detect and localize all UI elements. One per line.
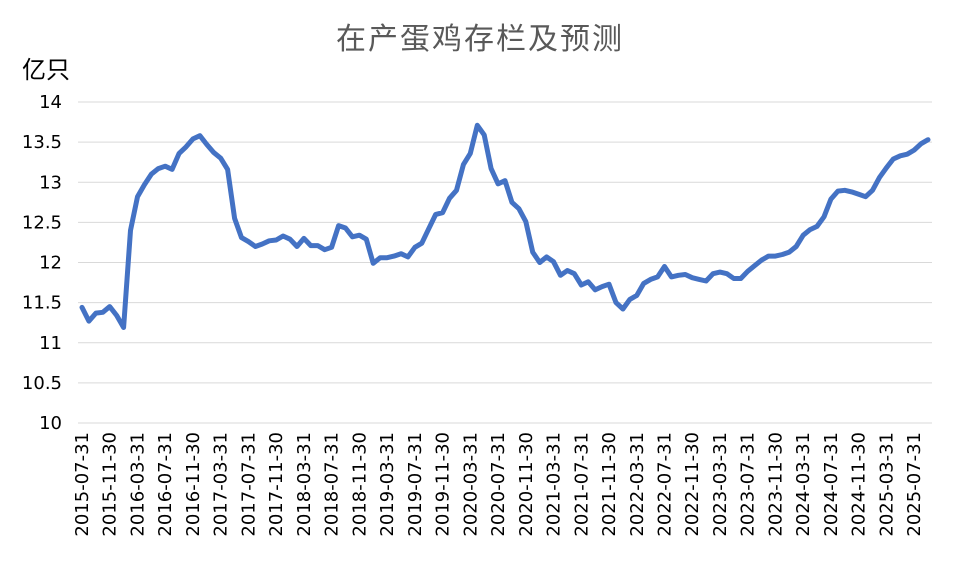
y-tick-label: 10 (39, 413, 62, 434)
y-tick-label: 10.5 (22, 373, 62, 394)
x-tick-label: 2023-11-30 (765, 432, 786, 537)
y-tick-label: 12 (39, 253, 62, 274)
x-tick-label: 2024-07-31 (821, 432, 842, 537)
x-tick-label: 2025-07-31 (904, 432, 925, 537)
x-tick-label: 2020-07-31 (488, 432, 509, 537)
y-tick-label: 11.5 (22, 293, 62, 314)
y-tick-label: 13 (39, 172, 62, 193)
x-tick-label: 2024-03-31 (793, 432, 814, 537)
x-tick-label: 2021-11-30 (599, 432, 620, 537)
x-tick-label: 2017-11-30 (266, 432, 287, 537)
y-tick-label: 14 (39, 92, 62, 113)
x-tick-label: 2018-11-30 (349, 432, 370, 537)
x-tick-label: 2017-07-31 (238, 432, 259, 537)
gridlines (78, 101, 932, 424)
x-tick-label: 2019-03-31 (377, 432, 398, 537)
y-axis-ticks: 14 13.5 13 12.5 12 11.5 11 10.5 10 (22, 92, 62, 434)
x-tick-label: 2021-03-31 (544, 432, 565, 537)
y-tick-label: 12.5 (22, 212, 62, 233)
y-tick-label: 11 (39, 333, 62, 354)
x-tick-label: 2018-03-31 (294, 432, 315, 537)
x-tick-label: 2022-03-31 (627, 432, 648, 537)
x-tick-label: 2023-07-31 (738, 432, 759, 537)
x-tick-label: 2016-11-30 (183, 432, 204, 537)
x-tick-label: 2017-03-31 (211, 432, 232, 537)
x-tick-label: 2022-07-31 (654, 432, 675, 537)
x-tick-label: 2015-11-30 (100, 432, 121, 537)
x-tick-label: 2016-03-31 (127, 432, 148, 537)
x-tick-label: 2019-11-30 (433, 432, 454, 537)
x-tick-label: 2020-11-30 (516, 432, 537, 537)
y-tick-label: 13.5 (22, 132, 62, 153)
x-axis-ticks: 2015-07-31 2015-11-30 2016-03-31 2016-07-31… (72, 432, 925, 537)
x-tick-label: 2015-07-31 (72, 432, 93, 537)
x-tick-label: 2020-03-31 (460, 432, 481, 537)
series-layer (79, 122, 931, 330)
x-tick-label: 2021-07-31 (571, 432, 592, 537)
x-tick-label: 2022-11-30 (682, 432, 703, 537)
x-tick-label: 2016-07-31 (155, 432, 176, 537)
x-tick-label: 2018-07-31 (322, 432, 343, 537)
x-tick-label: 2023-03-31 (710, 432, 731, 537)
series-line (79, 122, 931, 330)
chart-title: 在产蛋鸡存栏及预测 (336, 22, 624, 57)
x-tick-label: 2024-11-30 (849, 432, 870, 537)
y-axis-unit-label: 亿只 (22, 56, 70, 84)
x-tick-label: 2019-07-31 (405, 432, 426, 537)
x-tick-label: 2025-03-31 (876, 432, 897, 537)
